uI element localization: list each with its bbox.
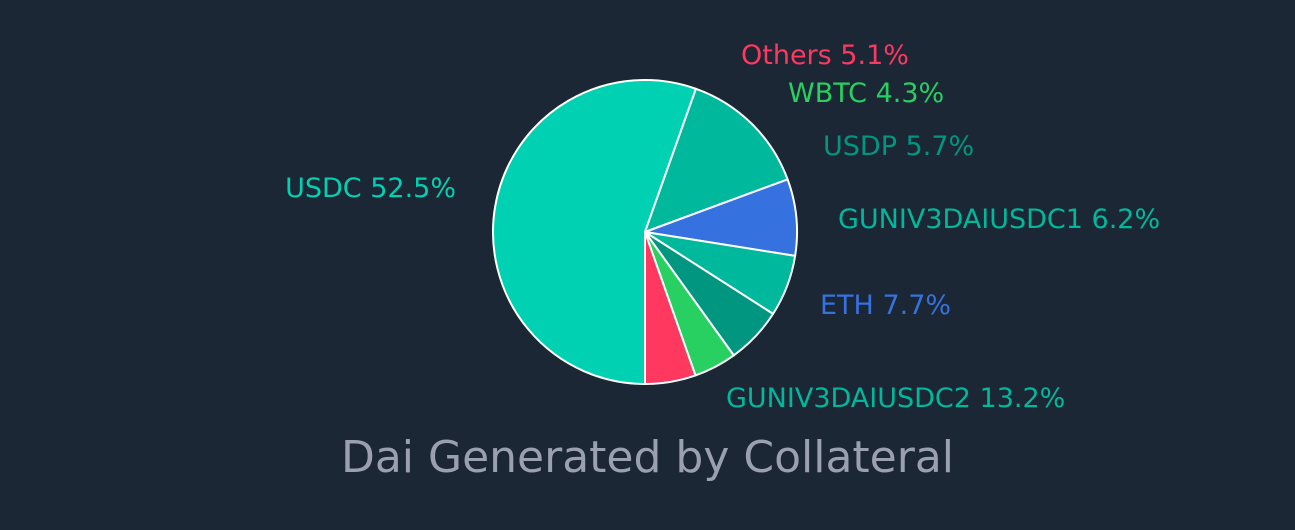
slice-label-usdc: USDC 52.5% <box>285 173 456 204</box>
pie-slice-usdc[interactable] <box>492 79 697 385</box>
slice-label-eth: ETH 7.7% <box>820 290 951 321</box>
chart-title: Dai Generated by Collateral <box>340 432 955 483</box>
slice-label-guniv3daiusdc2: GUNIV3DAIUSDC2 13.2% <box>726 383 1065 414</box>
slice-label-guniv3daiusdc1: GUNIV3DAIUSDC1 6.2% <box>838 204 1160 235</box>
slice-label-usdp: USDP 5.7% <box>823 131 974 162</box>
pie-slice-others[interactable] <box>644 231 697 385</box>
slice-label-others: Others 5.1% <box>741 40 909 71</box>
pie-slice-guniv3daiusdc2[interactable] <box>644 87 789 233</box>
slice-label-wbtc: WBTC 4.3% <box>788 78 944 109</box>
